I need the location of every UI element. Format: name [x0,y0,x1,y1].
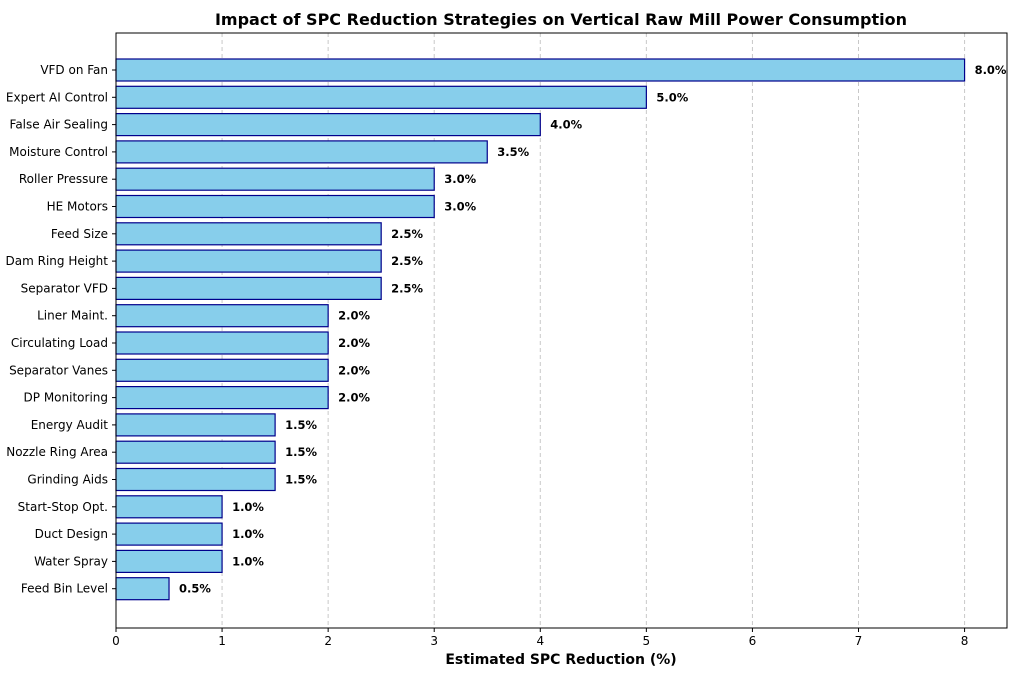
category-label: HE Motors [47,200,108,214]
bar [115,249,382,273]
x-axis-ticks: 0 1 2 3 4 5 6 7 8 [112,628,968,648]
category-label: Expert AI Control [6,90,108,104]
plot-area-frame [115,32,1008,629]
x-tick-label: 8 [961,634,969,648]
bar [115,167,435,191]
data-label: 0.5% [179,582,211,596]
category-label: Liner Maint. [37,309,108,323]
bar [115,413,276,437]
bar [115,549,223,574]
x-tick-label: 3 [430,634,438,648]
bars [115,58,966,601]
category-label: VFD on Fan [40,63,108,77]
chart-title: Impact of SPC Reduction Strategies on Ve… [215,10,907,29]
category-label: False Air Sealing [10,118,108,132]
bar [115,331,329,355]
data-labels: 8.0% 5.0% 4.0% 3.5% 3.0% 3.0% 2.5% 2.5% 2.5% 2.0%… [179,63,1007,596]
bar [115,85,647,109]
category-label: Dam Ring Height [6,254,109,268]
data-label: 3.5% [497,145,529,159]
data-label: 1.0% [232,554,264,568]
bar [115,112,541,137]
data-label: 8.0% [975,63,1007,77]
bar [115,58,966,82]
category-label: Grinding Aids [27,473,108,487]
data-label: 5.0% [656,90,688,104]
bar [115,495,223,519]
data-label: 3.0% [444,172,476,186]
category-label: Energy Audit [31,418,109,432]
category-label: Separator VFD [21,281,108,295]
bar [115,276,382,300]
bar [115,577,170,601]
category-label: Feed Bin Level [21,582,108,596]
data-label: 1.5% [285,445,317,459]
category-label: Separator Vanes [9,363,108,377]
data-label: 2.5% [391,281,423,295]
bar [115,386,329,410]
data-label: 2.5% [391,227,423,241]
category-label: Nozzle Ring Area [6,445,108,459]
bar [115,222,382,246]
category-label: DP Monitoring [24,391,108,405]
category-labels: VFD on Fan Expert AI Control False Air Sea… [6,63,116,596]
x-tick-label: 5 [643,634,651,648]
category-label: Circulating Load [11,336,108,350]
data-label: 2.0% [338,391,370,405]
category-label: Moisture Control [9,145,108,159]
bar [115,194,435,219]
bar [115,304,329,328]
data-label: 1.5% [285,418,317,432]
category-label: Water Spray [34,554,108,568]
category-label: Start-Stop Opt. [18,500,108,514]
data-label: 4.0% [550,118,582,132]
bar [115,467,276,492]
data-label: 1.5% [285,473,317,487]
data-label: 1.0% [232,500,264,514]
bar [115,522,223,546]
x-tick-label: 6 [749,634,757,648]
data-label: 2.0% [338,309,370,323]
category-label: Roller Pressure [19,172,108,186]
x-axis-label: Estimated SPC Reduction (%) [445,652,676,668]
x-tick-label: 4 [536,634,544,648]
data-label: 2.0% [338,336,370,350]
data-label: 3.0% [444,200,476,214]
x-tick-label: 2 [324,634,332,648]
x-tick-label: 0 [112,634,120,648]
x-tick-label: 1 [218,634,226,648]
category-label: Feed Size [51,227,108,241]
data-label: 2.5% [391,254,423,268]
data-label: 1.0% [232,527,264,541]
bar [115,358,329,382]
bar [115,440,276,464]
x-tick-label: 7 [855,634,863,648]
data-label: 2.0% [338,363,370,377]
category-label: Duct Design [35,527,108,541]
bar [115,140,488,164]
